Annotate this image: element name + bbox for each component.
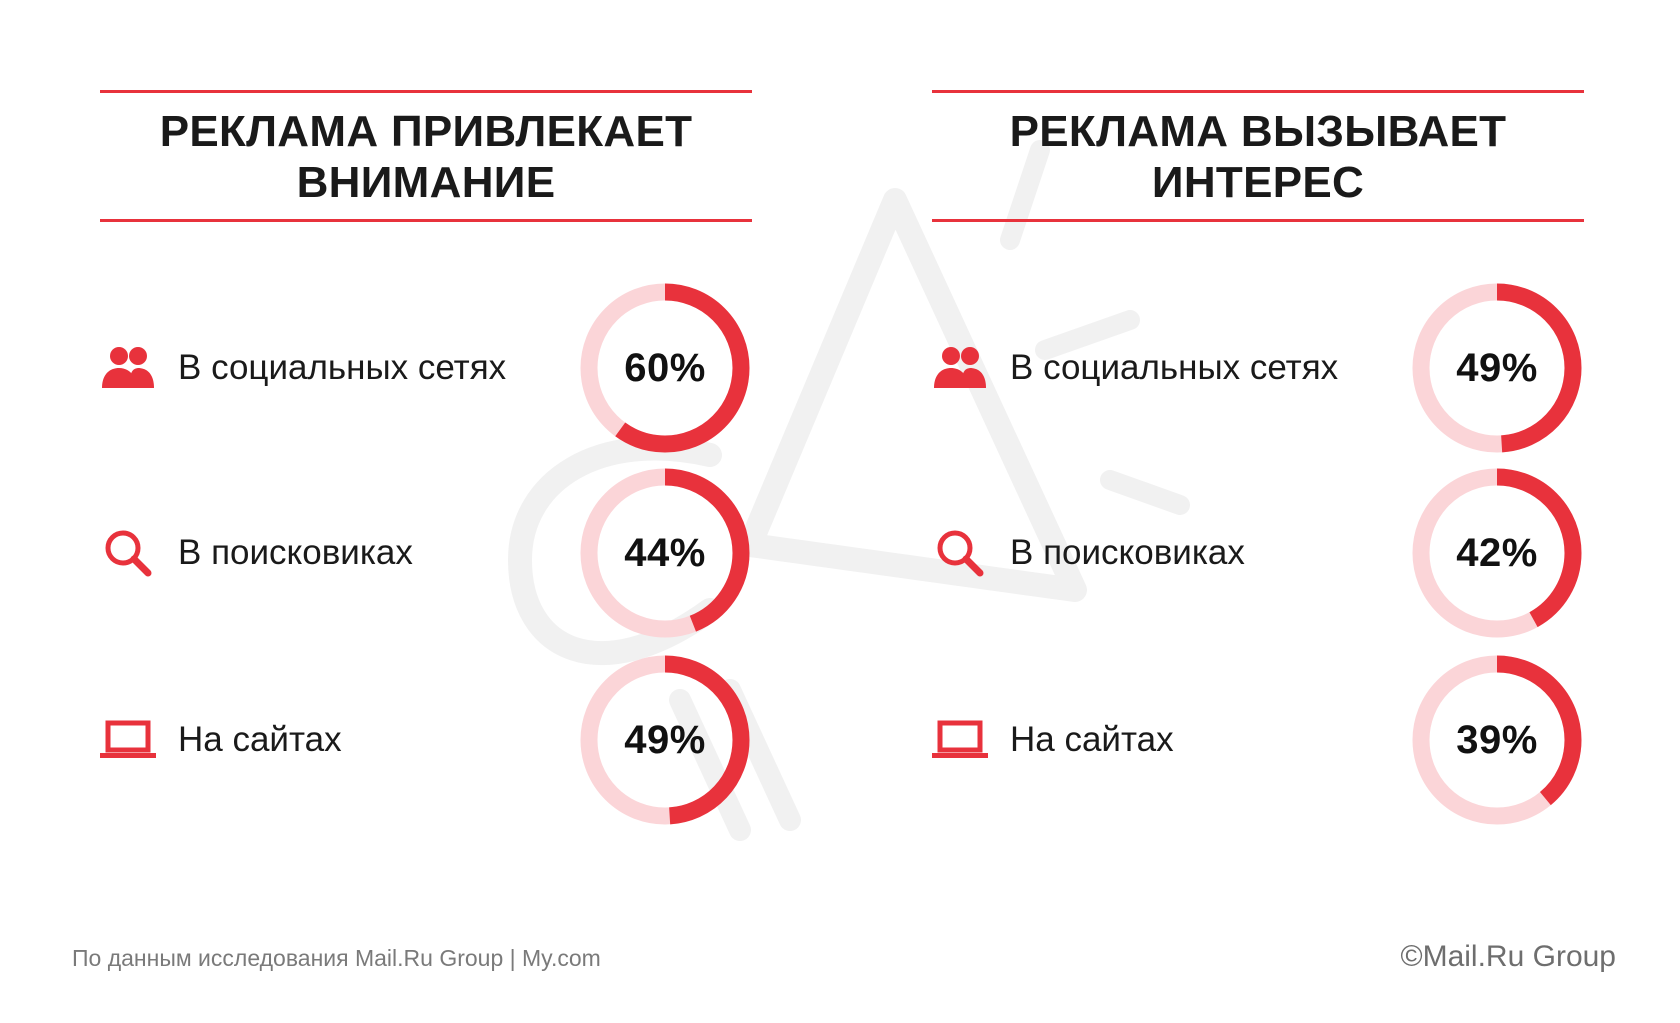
title-bottom-rule bbox=[100, 219, 752, 222]
people-icon bbox=[932, 342, 988, 394]
donut-chart: 42% bbox=[1409, 465, 1585, 641]
row-label: На сайтах bbox=[178, 720, 342, 759]
panel-title: РЕКЛАМА ВЫЗЫВАЕТ ИНТЕРЕС bbox=[1009, 107, 1507, 207]
donut-arc bbox=[1412, 655, 1582, 825]
panel-title: РЕКЛАМА ПРИВЛЕКАЕТ ВНИМАНИЕ bbox=[159, 107, 693, 207]
panel-attention: РЕКЛАМА ПРИВЛЕКАЕТ ВНИМАНИЕ В социальных… bbox=[100, 90, 752, 870]
donut-chart: 39% bbox=[1409, 652, 1585, 828]
people-icon bbox=[100, 342, 156, 394]
donut-value-label: 39% bbox=[1456, 717, 1538, 762]
search-icon bbox=[932, 527, 988, 579]
donut-chart: 44% bbox=[577, 465, 753, 641]
row-social: В социальных сетях 60% bbox=[100, 280, 752, 456]
donut-arc bbox=[1412, 283, 1582, 453]
row-label: В социальных сетях bbox=[178, 348, 507, 387]
donut-chart: 49% bbox=[1409, 280, 1585, 456]
panel-interest: РЕКЛАМА ВЫЗЫВАЕТ ИНТЕРЕС В социальных се… bbox=[932, 90, 1584, 870]
source-note: По данным исследования Mail.Ru Group | M… bbox=[72, 945, 601, 971]
title-top-rule bbox=[932, 90, 1584, 93]
donut-arc bbox=[580, 468, 750, 638]
donut-arc bbox=[580, 655, 750, 825]
row-label: На сайтах bbox=[1010, 720, 1174, 759]
row-search: В поисковиках 42% bbox=[932, 465, 1584, 641]
donut-value-label: 44% bbox=[624, 530, 706, 575]
row-search: В поисковиках 44% bbox=[100, 465, 752, 641]
donut-value-label: 49% bbox=[624, 717, 706, 762]
search-icon bbox=[100, 527, 156, 579]
title-bottom-rule bbox=[932, 219, 1584, 222]
donut-arc bbox=[580, 283, 750, 453]
row-sites: На сайтах 49% bbox=[100, 652, 752, 828]
row-label: В социальных сетях bbox=[1010, 348, 1339, 387]
donut-value-label: 60% bbox=[624, 345, 706, 390]
donut-chart: 49% bbox=[577, 652, 753, 828]
donut-value-label: 42% bbox=[1456, 530, 1538, 575]
donut-chart: 60% bbox=[577, 280, 753, 456]
laptop-icon bbox=[100, 714, 156, 766]
donut-arc bbox=[1412, 468, 1582, 638]
row-label: В поисковиках bbox=[178, 533, 413, 572]
donut-value-label: 49% bbox=[1456, 345, 1538, 390]
row-sites: На сайтах 39% bbox=[932, 652, 1584, 828]
title-top-rule bbox=[100, 90, 752, 93]
laptop-icon bbox=[932, 714, 988, 766]
copyright-label: ©Mail.Ru Group bbox=[1400, 940, 1616, 973]
row-social: В социальных сетях 49% bbox=[932, 280, 1584, 456]
row-label: В поисковиках bbox=[1010, 533, 1245, 572]
